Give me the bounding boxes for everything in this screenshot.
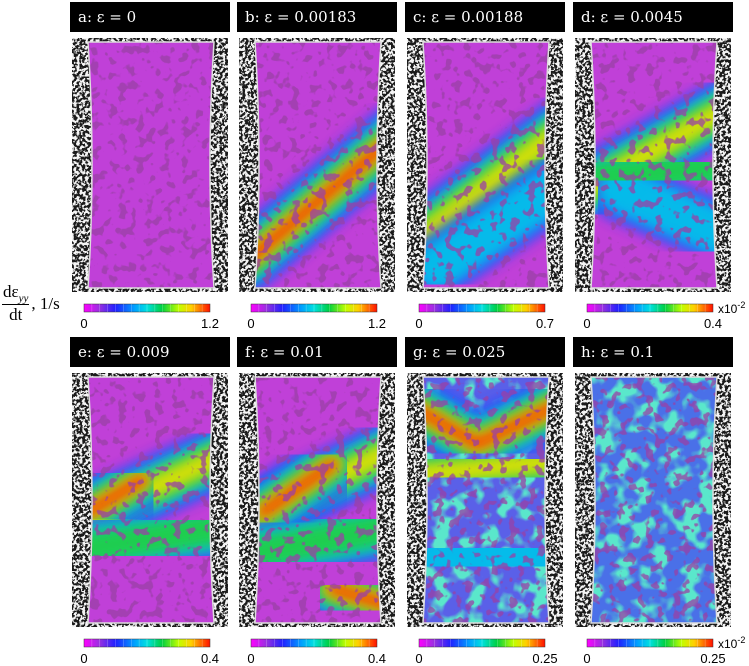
colorbar-min: 0 xyxy=(80,651,87,666)
colorbar-max: 0.25 xyxy=(532,651,557,666)
speckle xyxy=(591,377,717,623)
speckle xyxy=(88,377,214,623)
colorbar-min: 0 xyxy=(80,316,87,331)
fraction: dεyy dt xyxy=(2,282,30,325)
y-axis-label: dεyy dt , 1/s xyxy=(2,282,60,325)
title-bar xyxy=(573,337,733,367)
colorbar-min: 0 xyxy=(247,651,254,666)
strain-map xyxy=(591,377,717,623)
multiplier-base: x10 xyxy=(718,637,738,651)
speckle xyxy=(423,377,549,623)
specimen-edge xyxy=(254,41,382,289)
panel-title: f: ε = 0.01 xyxy=(245,343,324,361)
specimen-edge xyxy=(422,376,550,624)
panel-title: d: ε = 0.0045 xyxy=(581,8,683,26)
colorbar-max: 0.4 xyxy=(704,316,722,331)
specimen-edge xyxy=(87,41,215,289)
multiplier-exponent: -2 xyxy=(737,300,745,310)
colorbar-max: 0.25 xyxy=(700,651,725,666)
strain-map xyxy=(88,42,214,288)
speckle xyxy=(255,377,381,623)
colorbar-min: 0 xyxy=(247,316,254,331)
title-bar xyxy=(237,337,397,367)
numerator-text: dε xyxy=(3,282,19,301)
panel: a: ε = 0 0 1.2 xyxy=(70,2,230,331)
strain-map xyxy=(255,42,381,288)
multiplier-base: x10 xyxy=(718,302,738,316)
strain-map xyxy=(423,377,549,623)
strain-map xyxy=(255,377,381,623)
specimen-edge xyxy=(254,376,382,624)
panel-title: g: ε = 0.025 xyxy=(413,343,505,361)
colorbar-max: 0.7 xyxy=(536,316,554,331)
numerator: dεyy xyxy=(2,282,30,306)
colorbar-min: 0 xyxy=(415,316,422,331)
colorbar-min: 0 xyxy=(583,651,590,666)
panel-title: c: ε = 0.00188 xyxy=(413,8,523,26)
speckle xyxy=(423,42,549,288)
colorbar-multiplier: x10-2 xyxy=(718,635,745,651)
panel: f: ε = 0.01 0 0.4 xyxy=(237,337,397,666)
title-bar xyxy=(237,2,397,32)
specimen-edge xyxy=(422,41,550,289)
unit: , 1/s xyxy=(31,293,60,313)
panel-title: a: ε = 0 xyxy=(78,8,136,26)
denominator: dt xyxy=(9,305,23,325)
colorbar-max: 1.2 xyxy=(368,316,386,331)
colorbar-max: 0.4 xyxy=(201,651,219,666)
colorbar-max: 1.2 xyxy=(201,316,219,331)
panel: b: ε = 0.00183 0 1.2 xyxy=(237,2,397,331)
title-bar xyxy=(70,2,230,32)
panel-title: b: ε = 0.00183 xyxy=(245,8,356,26)
title-bar xyxy=(405,337,565,367)
multiplier-exponent: -2 xyxy=(737,635,745,645)
title-bar xyxy=(573,2,733,32)
panel: g: ε = 0.025 0 0.25 xyxy=(405,337,565,666)
colorbar-min: 0 xyxy=(415,651,422,666)
colorbar-max: 0.4 xyxy=(368,651,386,666)
colorbar-min: 0 xyxy=(583,316,590,331)
strain-map xyxy=(591,42,717,288)
title-bar xyxy=(405,2,565,32)
colorbar-multiplier: x10-2 xyxy=(718,300,745,316)
subscript: yy xyxy=(18,292,29,305)
panel-title: h: ε = 0.1 xyxy=(581,343,654,361)
speckle xyxy=(255,42,381,288)
specimen-edge xyxy=(87,376,215,624)
panel: e: ε = 0.009 0 0.4 xyxy=(70,337,230,666)
speckle xyxy=(88,42,214,288)
panel: c: ε = 0.00188 0 0.7 xyxy=(405,2,565,331)
speckle xyxy=(591,42,717,288)
specimen-edge xyxy=(590,376,718,624)
strain-map xyxy=(88,377,214,623)
specimen-edge xyxy=(590,41,718,289)
title-bar xyxy=(70,337,230,367)
panel-title: e: ε = 0.009 xyxy=(78,343,170,361)
